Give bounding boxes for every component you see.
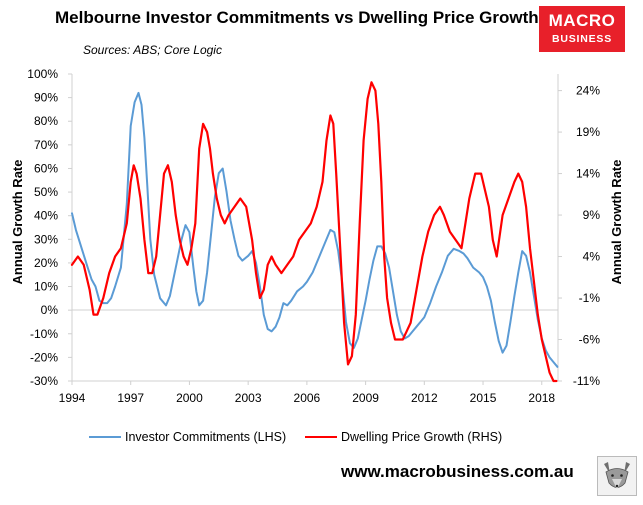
right-tick-label: -11%	[573, 374, 600, 388]
left-tick-label: 30%	[34, 232, 58, 246]
x-tick-label: 2003	[235, 391, 262, 405]
brand-logo: MACRO BUSINESS	[539, 6, 625, 52]
x-tick-label: 2009	[352, 391, 379, 405]
left-tick-label: 20%	[34, 256, 58, 270]
x-tick-label: 2015	[470, 391, 497, 405]
left-tick-label: 50%	[34, 185, 58, 199]
legend-label-dwelling: Dwelling Price Growth (RHS)	[341, 430, 502, 444]
logo-line-1: MACRO	[548, 11, 616, 30]
left-tick-labels: 100% 90% 80% 70% 60% 50% 40% 30% 20% 10% 0% -10% -20…	[27, 67, 72, 388]
right-tick-label: -6%	[579, 333, 601, 347]
x-tick-labels: 1994 1997 2000 2003 2006 2009 2012 2015 2018	[59, 381, 555, 405]
x-tick-label: 2006	[294, 391, 321, 405]
x-tick-label: 2018	[528, 391, 555, 405]
right-tick-label: 9%	[583, 208, 601, 222]
left-axis-title: Annual Growth Rate	[10, 160, 25, 285]
legend-label-investor: Investor Commitments (LHS)	[125, 430, 286, 444]
left-tick-label: -10%	[30, 327, 58, 341]
plot-area	[71, 74, 559, 382]
x-tick-label: 1997	[117, 391, 144, 405]
wolf-icon	[597, 456, 637, 496]
right-tick-label: -1%	[579, 291, 601, 305]
logo-line-2: BUSINESS	[551, 33, 613, 45]
series-investor-commitments	[71, 91, 559, 368]
left-tick-label: 10%	[34, 280, 58, 294]
left-tick-label: -20%	[30, 350, 58, 364]
left-tick-label: -30%	[30, 374, 58, 388]
right-tick-label: 19%	[576, 125, 600, 139]
left-tick-label: 80%	[34, 114, 58, 128]
left-tick-label: 40%	[34, 209, 58, 223]
left-tick-label: 90%	[34, 91, 58, 105]
chart-title: Melbourne Investor Commitments vs Dwelli…	[55, 8, 539, 27]
right-tick-labels: 24% 19% 14% 9% 4% -1% -6% -11%	[558, 84, 600, 388]
series-layer	[70, 81, 559, 383]
legend: Investor Commitments (LHS) Dwelling Pric…	[89, 430, 502, 444]
right-axis-title: Annual Growth Rate	[609, 160, 624, 285]
right-tick-label: 4%	[583, 250, 601, 264]
series-dwelling-price-growth	[70, 81, 558, 383]
x-tick-label: 2012	[411, 391, 438, 405]
left-tick-label: 60%	[34, 161, 58, 175]
chart-subtitle: Sources: ABS; Core Logic	[83, 43, 222, 57]
right-tick-label: 14%	[576, 167, 600, 181]
x-tick-label: 2000	[176, 391, 203, 405]
left-tick-label: 70%	[34, 138, 58, 152]
x-tick-label: 1994	[59, 391, 86, 405]
footer-url: www.macrobusiness.com.au	[341, 462, 574, 481]
right-tick-label: 24%	[576, 84, 600, 98]
left-tick-label: 0%	[41, 303, 59, 317]
left-tick-label: 100%	[27, 67, 58, 81]
